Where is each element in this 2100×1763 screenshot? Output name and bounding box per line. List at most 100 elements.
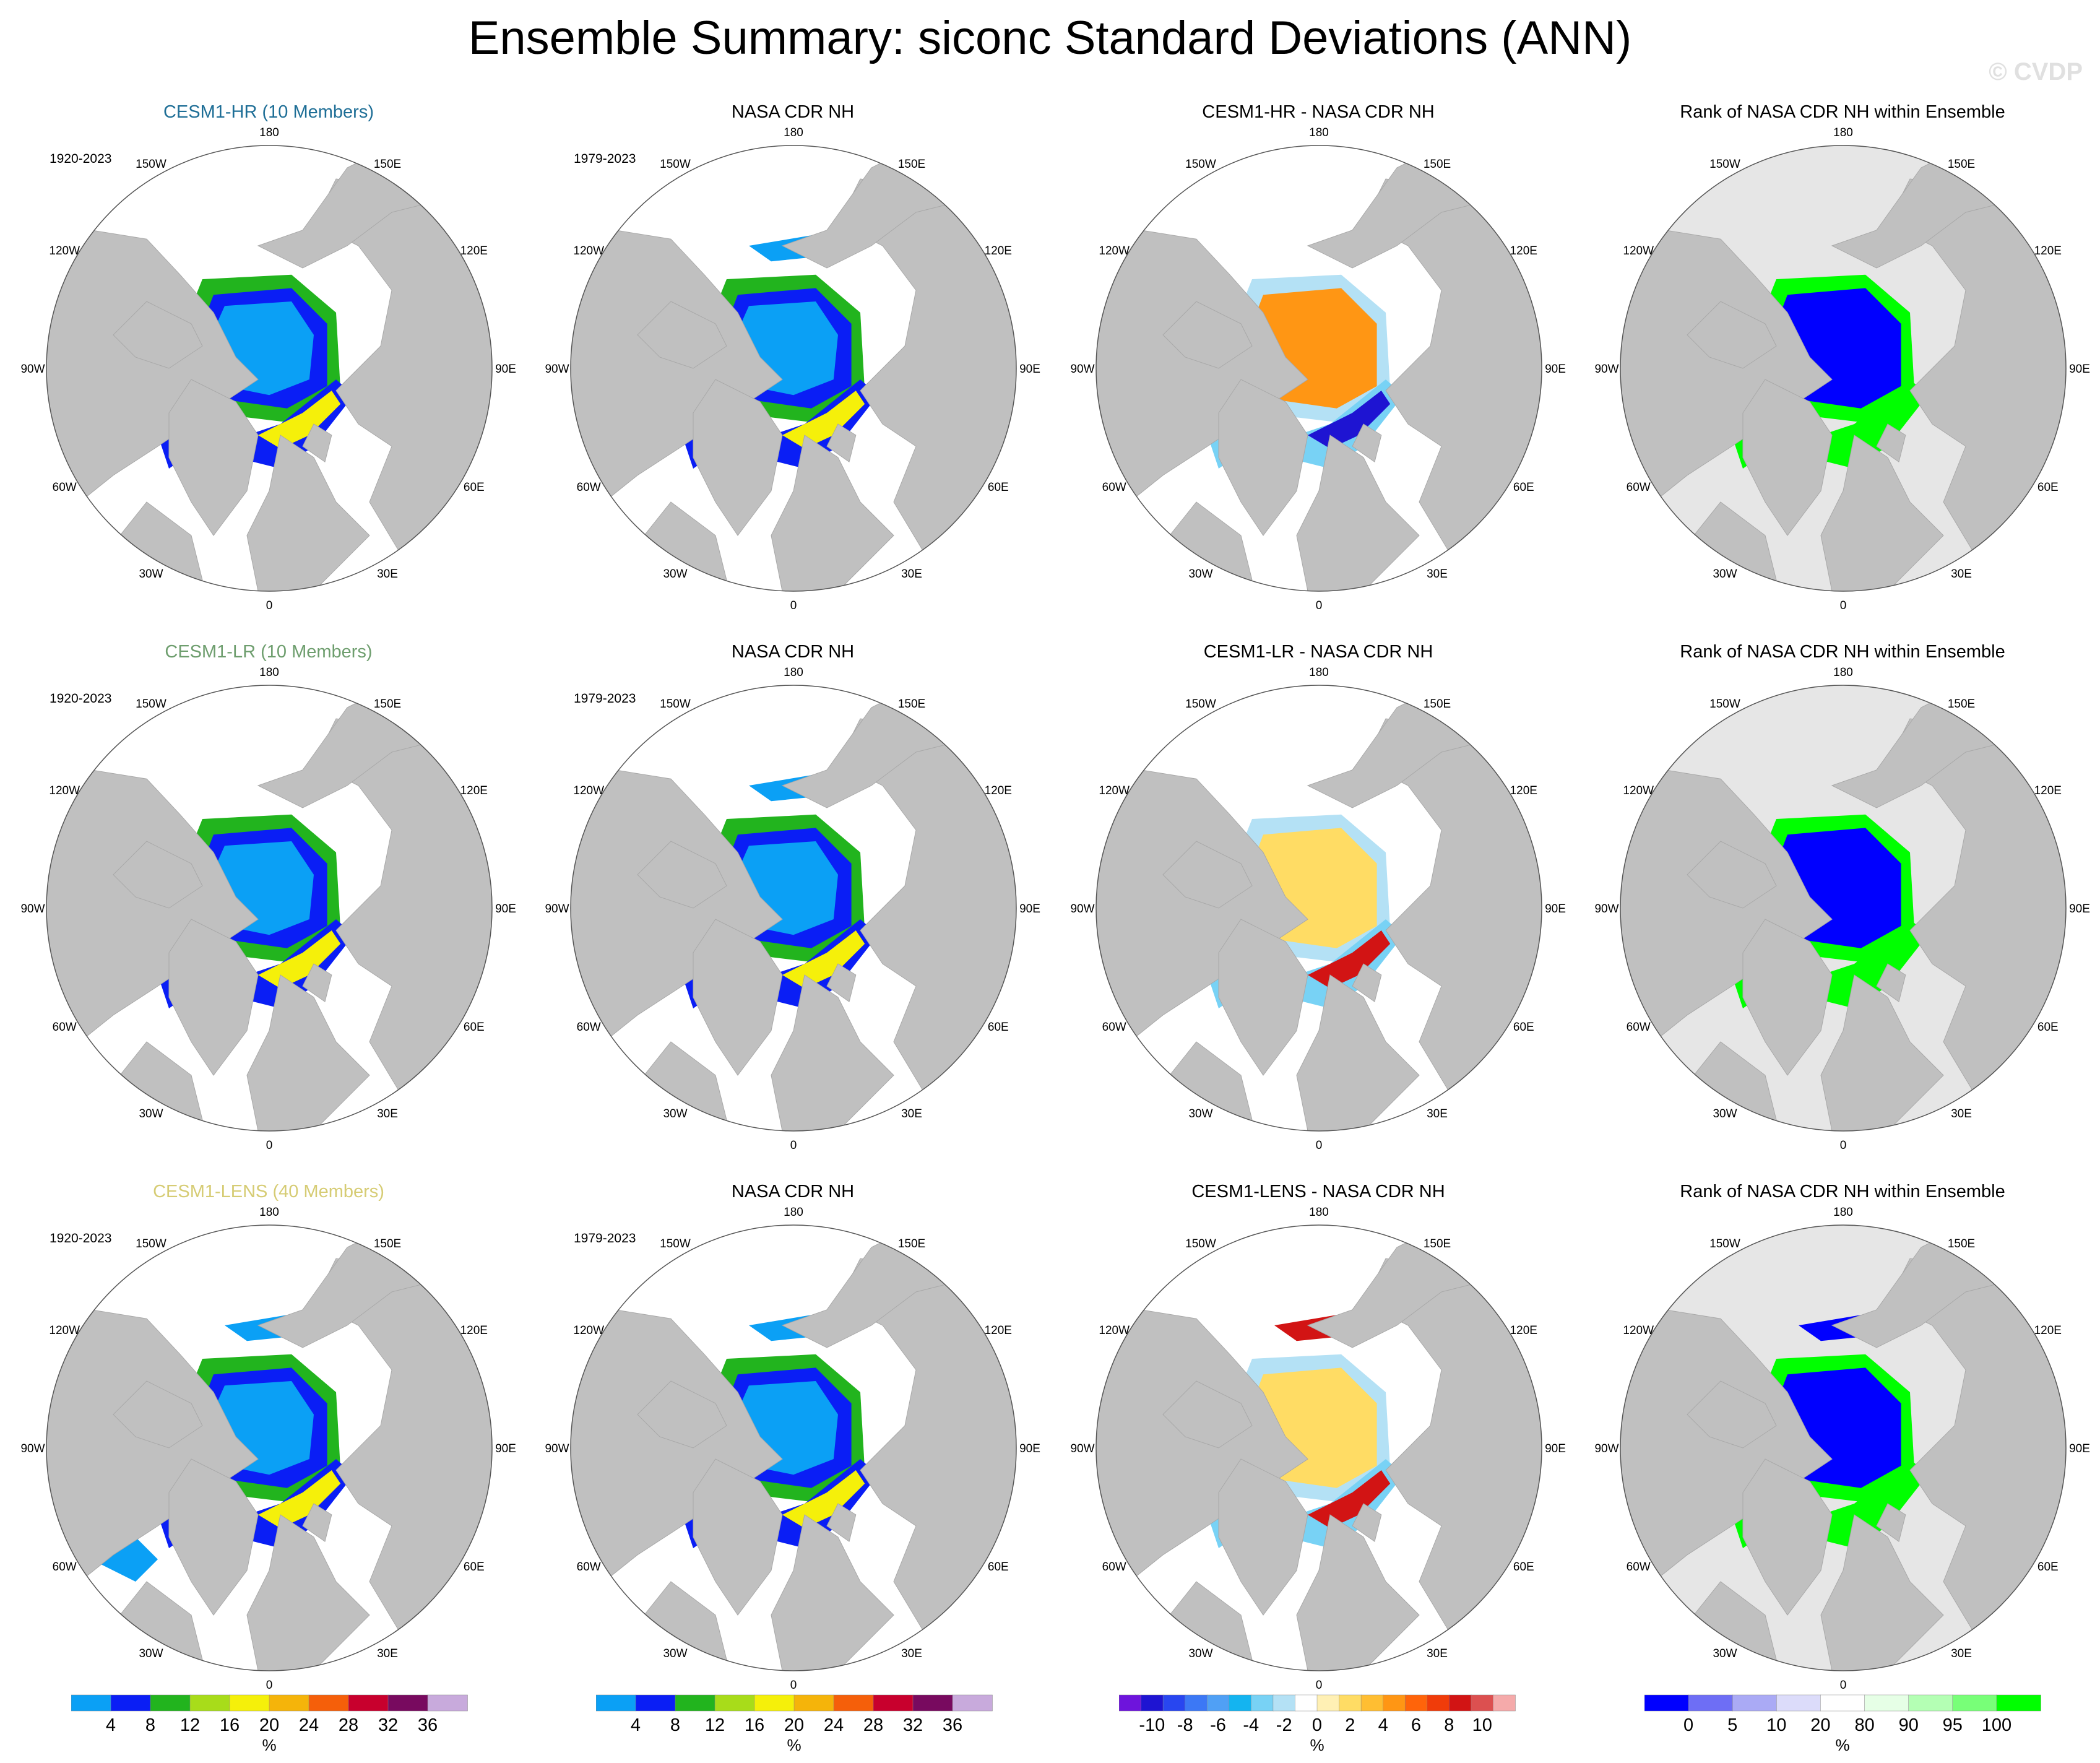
longitude-label: 60W: [1102, 481, 1126, 494]
longitude-label: 30W: [663, 1107, 687, 1120]
colorbar-swatch: [1427, 1694, 1450, 1712]
longitude-label: 120E: [985, 784, 1012, 797]
longitude-label: 150W: [1709, 1237, 1740, 1250]
land-mass: [113, 1380, 203, 1449]
panel-title: Rank of NASA CDR NH within Ensemble: [1680, 102, 2005, 122]
colorbar-swatch: [229, 1694, 270, 1712]
longitude-label: 120W: [49, 1324, 80, 1337]
longitude-label: 120W: [573, 245, 604, 258]
longitude-label: 180: [1309, 1206, 1329, 1219]
longitude-label: 150E: [1948, 1237, 1975, 1250]
land-mass: [1218, 919, 1308, 1076]
longitude-label: 90W: [1594, 903, 1618, 916]
longitude-label: 180: [784, 1206, 803, 1219]
longitude-label: 150E: [898, 1237, 925, 1250]
colorbar-tick-label: 8: [670, 1715, 680, 1735]
model-name: CESM1-LENS: [153, 1182, 268, 1202]
longitude-label: 180: [259, 126, 279, 139]
polar-map: 180 150E 120E 90E 60E 30E 0 30W 60W 90W 120W 150W: [1070, 1206, 1565, 1692]
land-mass: [1820, 1514, 1944, 1671]
longitude-label: 0: [266, 1679, 273, 1692]
land-mass: [1296, 435, 1420, 591]
colorbar-swatch: [1119, 1694, 1142, 1712]
longitude-label: 150E: [374, 698, 401, 711]
polar-map: 180 150E 120E 90E 60E 30E 0 30W 60W 90W 120W 150W: [545, 126, 1040, 612]
colorbar-swatch: [714, 1694, 755, 1712]
member-count: (10 Members): [257, 102, 374, 122]
land-mass: [693, 919, 783, 1076]
longitude-label: 30W: [1188, 568, 1212, 581]
land-mass: [1742, 1458, 1833, 1616]
colorbar-swatch: [952, 1694, 993, 1712]
colorbar-tick-label: 10: [1766, 1715, 1786, 1735]
longitude-label: 30E: [377, 1647, 398, 1660]
longitude-label: 120W: [49, 245, 80, 258]
map-panel: NASA CDR NH 180 150E 120E 90E 60E 30E 0 30W 60W 90…: [530, 1182, 1055, 1720]
longitude-label: 60E: [2037, 481, 2059, 494]
longitude-label: 150W: [136, 698, 166, 711]
polar-map: 180 150E 120E 90E 60E 30E 0 30W 60W 90W 120W 150W: [20, 666, 516, 1152]
longitude-label: 30W: [139, 1647, 163, 1660]
longitude-label: 90W: [1070, 363, 1094, 376]
colorbar-tick-label: 10: [1472, 1715, 1492, 1735]
colorbar-swatch: [1229, 1694, 1252, 1712]
longitude-label: 30W: [1188, 1647, 1212, 1660]
longitude-label: 90E: [1019, 363, 1040, 376]
member-count: (10 Members): [256, 642, 373, 662]
land-mass: [637, 1380, 727, 1449]
map-border: [1620, 145, 2067, 592]
colorbar-swatch: [1864, 1694, 1909, 1712]
longitude-label: 120W: [1099, 784, 1130, 797]
land-mass: [302, 1503, 332, 1543]
longitude-label: 30W: [139, 1107, 163, 1120]
longitude-label: 30E: [377, 1107, 398, 1120]
land-mass: [313, 1258, 492, 1638]
land-mass: [1296, 1514, 1420, 1671]
polar-map: 180 150E 120E 90E 60E 30E 0 30W 60W 90W 120W 150W: [545, 666, 1040, 1152]
land-mass: [637, 841, 727, 909]
ice-region: [782, 930, 865, 989]
land-mass: [826, 963, 857, 1003]
longitude-label: 60W: [1627, 481, 1651, 494]
longitude-label: 150E: [898, 698, 925, 711]
map-panel: CESM1-LR - NASA CDR NH 180 150E 120E 90E 60E 3…: [1056, 642, 1581, 1180]
land-mass: [1218, 1458, 1308, 1616]
colorbar-swatch: [1206, 1694, 1230, 1712]
panel-title: CESM1-HR (10 Members): [6, 102, 531, 123]
longitude-label: 0: [790, 1139, 797, 1152]
longitude-label: 180: [259, 666, 279, 679]
longitude-label: 120E: [1510, 1324, 1537, 1337]
land-mass: [826, 423, 857, 463]
panel-title: CESM1-LR (10 Members): [6, 642, 531, 662]
longitude-label: 60W: [53, 1021, 77, 1034]
colorbar-swatch: [833, 1694, 874, 1712]
longitude-label: 0: [1316, 1679, 1323, 1692]
panel-title: CESM1-LENS (40 Members): [6, 1182, 531, 1202]
land-mass: [1876, 1503, 1906, 1543]
colorbar-tick-label: 6: [1411, 1715, 1421, 1735]
longitude-label: 90E: [2069, 1442, 2090, 1455]
longitude-label: 150W: [1185, 158, 1216, 171]
land-mass: [1352, 963, 1382, 1003]
colorbar-tick-label: 5: [1727, 1715, 1737, 1735]
colorbar-unit: %: [787, 1736, 801, 1754]
land-mass: [693, 1458, 783, 1616]
colorbar-tick-label: 90: [1899, 1715, 1919, 1735]
land-mass: [837, 178, 1016, 558]
land-mass: [1876, 963, 1906, 1003]
land-mass: [1687, 841, 1777, 909]
ice-region: [782, 1470, 865, 1528]
colorbar-tick-label: 28: [863, 1715, 883, 1735]
longitude-label: 60W: [1627, 1561, 1651, 1574]
ice-region: [258, 930, 341, 989]
panel-title: Rank of NASA CDR NH within Ensemble: [1680, 642, 2005, 662]
colorbar-tick-label: 36: [943, 1715, 962, 1735]
colorbar-swatch: [912, 1694, 953, 1712]
colorbar-swatch: [71, 1694, 111, 1712]
longitude-label: 120E: [2034, 245, 2062, 258]
longitude-label: 150W: [1185, 698, 1216, 711]
longitude-label: 180: [1309, 126, 1329, 139]
map-panel: CESM1-LENS (40 Members) 180 150E 120E 90E 60E…: [6, 1182, 531, 1720]
longitude-label: 120W: [573, 1324, 604, 1337]
longitude-label: 90E: [1545, 903, 1566, 916]
